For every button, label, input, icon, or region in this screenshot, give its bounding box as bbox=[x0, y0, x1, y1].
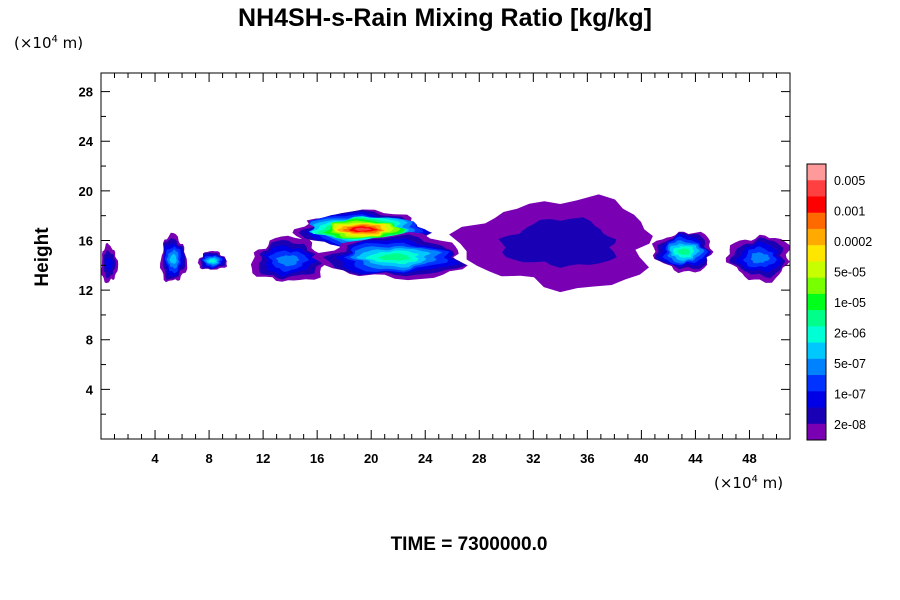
colorbar-swatch bbox=[807, 358, 826, 376]
x-tick-label: 28 bbox=[472, 451, 486, 466]
svg-text:(×104 m): (×104 m) bbox=[14, 34, 83, 52]
colorbar-label: 0.005 bbox=[834, 174, 865, 188]
colorbar-swatch bbox=[807, 228, 826, 246]
svg-text:(×104 m): (×104 m) bbox=[714, 474, 783, 492]
y-tick-label: 16 bbox=[79, 233, 93, 248]
contour-fill bbox=[169, 253, 177, 264]
x-tick-label: 8 bbox=[205, 451, 212, 466]
colorbar-swatch bbox=[807, 261, 826, 279]
contour-fill bbox=[354, 227, 372, 231]
mixing-ratio-field bbox=[101, 194, 790, 293]
colorbar-label: 1e-05 bbox=[834, 296, 866, 310]
y-axis-label: Height bbox=[32, 227, 53, 287]
x-tick-label: 48 bbox=[742, 451, 756, 466]
x-tick-label: 36 bbox=[580, 451, 594, 466]
y-tick-label: 8 bbox=[86, 333, 93, 348]
colorbar-swatch bbox=[807, 245, 826, 262]
y-tick-label: 20 bbox=[79, 184, 93, 199]
y-unit-exp: 4 bbox=[52, 34, 58, 45]
y-axis: 4 8 12 16 20 24 28 bbox=[79, 85, 790, 415]
colorbar-label: 2e-08 bbox=[834, 418, 866, 432]
x-tick-label: 4 bbox=[151, 451, 159, 466]
x-tick-label: 20 bbox=[364, 451, 378, 466]
colorbar-swatch bbox=[807, 212, 826, 230]
colorbar-label: 0.001 bbox=[834, 205, 865, 219]
x-tick-label: 24 bbox=[418, 451, 433, 466]
chart-title: NH4SH-s-Rain Mixing Ratio [kg/kg] bbox=[238, 4, 652, 32]
x-unit-label: (×104 m) bbox=[714, 474, 783, 492]
x-tick-label: 44 bbox=[688, 451, 703, 466]
colorbar-swatch bbox=[807, 326, 826, 343]
y-tick-label: 4 bbox=[86, 382, 94, 397]
colorbar-swatch bbox=[807, 310, 826, 327]
x-unit-suffix: m) bbox=[758, 474, 783, 492]
x-unit-prefix: (×10 bbox=[714, 474, 752, 492]
colorbar-label: 0.0002 bbox=[834, 235, 872, 249]
colorbar-swatch bbox=[807, 391, 826, 408]
y-tick-label: 24 bbox=[79, 134, 94, 149]
contour-fill bbox=[276, 255, 300, 267]
time-label: TIME = 7300000.0 bbox=[391, 534, 548, 555]
x-axis: 4 8 12 16 20 24 28 32 36 40 44 48 bbox=[114, 73, 777, 466]
contour-fill bbox=[377, 253, 410, 261]
colorbar-frame bbox=[806, 163, 827, 441]
contour-fill bbox=[750, 252, 770, 264]
x-tick-label: 32 bbox=[526, 451, 540, 466]
colorbar-swatch bbox=[807, 277, 826, 295]
colorbar-swatch bbox=[807, 407, 826, 425]
colorbar-label: 5e-05 bbox=[834, 266, 866, 280]
colorbar-swatch bbox=[807, 293, 826, 311]
x-unit-exp: 4 bbox=[752, 474, 758, 485]
x-tick-label: 12 bbox=[256, 451, 270, 466]
contour-fill bbox=[208, 259, 216, 263]
colorbar-swatch bbox=[807, 196, 826, 214]
y-tick-label: 12 bbox=[79, 283, 93, 298]
colorbar-label: 5e-07 bbox=[834, 357, 866, 371]
colorbar-swatch bbox=[807, 375, 826, 392]
x-tick-label: 40 bbox=[634, 451, 648, 466]
colorbar-swatch bbox=[807, 423, 826, 441]
colorbar-label: 1e-07 bbox=[834, 388, 866, 402]
plot-frame bbox=[100, 72, 791, 440]
colorbar-swatch bbox=[807, 164, 826, 181]
colorbar-swatch bbox=[807, 342, 826, 360]
y-unit-suffix: m) bbox=[58, 34, 83, 52]
y-unit-prefix: (×10 bbox=[14, 34, 52, 52]
contour-fill bbox=[105, 257, 113, 272]
y-unit-label: (×104 m) bbox=[14, 34, 83, 52]
x-tick-label: 16 bbox=[310, 451, 324, 466]
colorbar-label: 2e-06 bbox=[834, 327, 866, 341]
contour-fill bbox=[677, 248, 690, 255]
colorbar-swatch bbox=[807, 180, 826, 197]
y-tick-label: 28 bbox=[79, 85, 93, 100]
colorbar: 0.005 0.001 0.0002 5e-05 1e-05 2e-06 5e-07 1e-0… bbox=[806, 163, 872, 441]
contour-fill bbox=[498, 217, 617, 268]
